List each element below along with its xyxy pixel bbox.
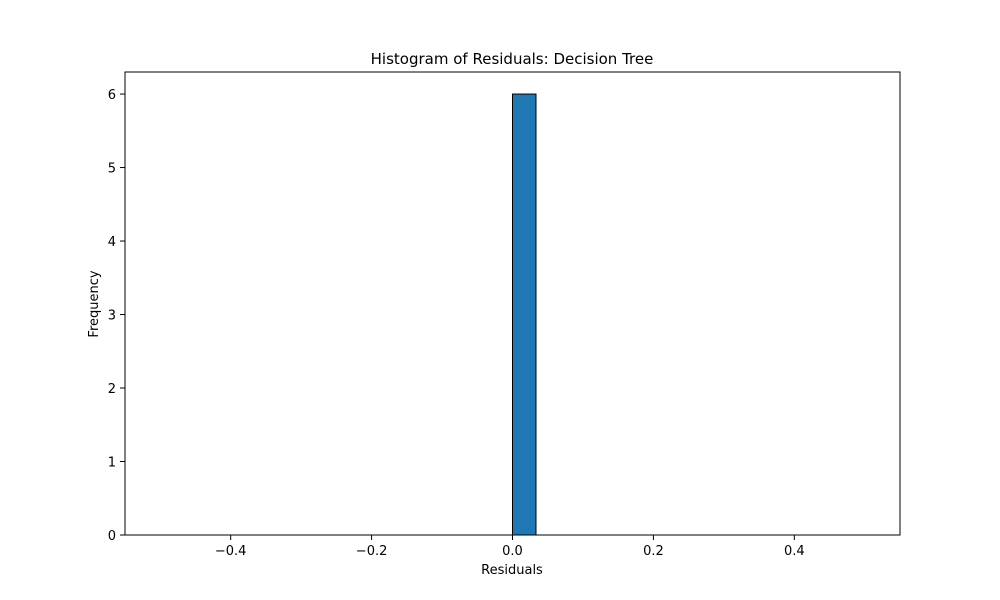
y-axis-ticks: 0 1 2 3 4 5 6 — [108, 88, 125, 544]
y-tick-label: 6 — [108, 88, 116, 103]
chart-title: Histogram of Residuals: Decision Tree — [371, 50, 654, 68]
y-axis-label: Frequency — [87, 270, 102, 337]
histogram-bar — [512, 93, 537, 536]
y-tick-label: 5 — [108, 162, 116, 177]
x-tick-label: 0.0 — [502, 544, 523, 559]
y-tick-label: 0 — [108, 529, 116, 544]
y-tick-label: 4 — [108, 235, 116, 250]
x-tick-label: 0.2 — [643, 544, 664, 559]
y-tick-label: 1 — [108, 456, 116, 471]
x-tick-label: −0.2 — [356, 544, 388, 559]
x-axis-label: Residuals — [481, 563, 543, 578]
x-tick-label: −0.4 — [215, 544, 247, 559]
x-tick-label: 0.4 — [784, 544, 805, 559]
y-tick-label: 2 — [108, 382, 116, 397]
x-axis-ticks: −0.4 −0.2 0.0 0.2 0.4 — [215, 535, 805, 559]
bars-group — [512, 93, 537, 536]
y-tick-label: 3 — [108, 309, 116, 324]
